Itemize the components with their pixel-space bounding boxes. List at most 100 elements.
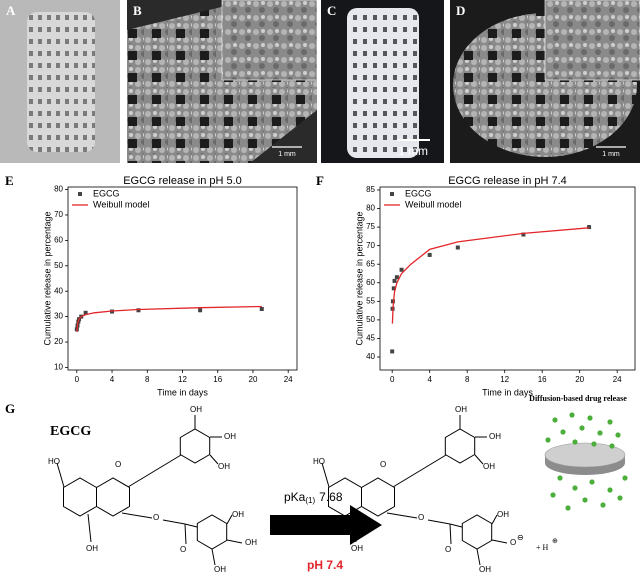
condition: pH 7.4 (307, 558, 343, 572)
x-tick-label: 8 (145, 375, 150, 384)
charge: ⊖ (517, 533, 524, 542)
chart: EGCG release in pH 5.0 Time in days Cumula… (42, 175, 298, 397)
x-tick-label: 0 (75, 375, 80, 384)
data-point (394, 275, 399, 280)
data-point (455, 245, 460, 250)
molecule-title: EGCG (50, 424, 91, 439)
atom-label: OH (232, 510, 244, 519)
ring (63, 477, 97, 517)
particle (572, 439, 578, 445)
bond (56, 462, 65, 488)
bond (211, 548, 216, 566)
ring (444, 428, 476, 464)
plot-frame (67, 186, 298, 371)
chart: EGCG release in pH 7.4 Time in days Cumula… (354, 175, 636, 397)
atom-label: OH (497, 510, 509, 519)
y-tick-label: 60 (366, 278, 375, 287)
atom-label: O (180, 545, 186, 554)
bond (491, 539, 508, 544)
particle (565, 505, 571, 511)
particle (597, 430, 603, 436)
atom-label: O (445, 545, 451, 554)
legend-label: EGCG (405, 188, 432, 198)
y-tick-label: 55 (366, 296, 375, 305)
x-tick-label: 20 (575, 375, 584, 384)
bond (392, 454, 447, 488)
bond (127, 454, 182, 488)
y-tick-label: 30 (54, 312, 63, 321)
bond (491, 514, 498, 525)
bond (449, 523, 463, 528)
particle (615, 432, 621, 438)
data-point (399, 267, 404, 272)
bond (184, 523, 187, 545)
photo-c: C 1 mm (321, 0, 444, 163)
bond (226, 539, 243, 544)
x-tick-label: 24 (284, 375, 293, 384)
data-point (521, 232, 526, 237)
y-axis-label: Cumulative release in percentage (42, 211, 52, 345)
y-tick-label: 40 (366, 352, 375, 361)
y-tick-label: 60 (54, 235, 63, 244)
pka-label: pKa(1) 7.68 (284, 490, 343, 505)
reaction-arrow (270, 505, 382, 545)
panel-label: F (316, 173, 324, 188)
atom-label: OH (483, 462, 495, 471)
bond (386, 512, 418, 519)
x-axis-label: Time in days (157, 387, 208, 397)
bond (87, 513, 92, 543)
particle (607, 487, 613, 493)
panel-label: D (456, 3, 465, 18)
right-atoms: OH OH OH HO O OH O O OH O ⊖ OH (313, 405, 524, 574)
scale-label: 1 mm (398, 144, 428, 158)
data-point (136, 308, 141, 313)
atom-label: OH (455, 405, 467, 414)
y-tick-label: 45 (366, 334, 375, 343)
x-tick-label: 4 (427, 375, 432, 384)
y-tick-label: 80 (366, 204, 375, 213)
ring (196, 514, 228, 550)
pka-value: 7.68 (319, 490, 343, 504)
panel-label: G (5, 401, 15, 416)
fit-line (76, 305, 262, 332)
bond (427, 519, 451, 525)
pka: pKa (284, 490, 306, 504)
x-tick-label: 4 (110, 375, 115, 384)
y-tick-label: 80 (54, 185, 63, 194)
legend-swatch (390, 192, 394, 196)
ring (179, 428, 211, 464)
particle (560, 429, 566, 435)
particle (579, 425, 585, 431)
scale-label: 1 mm (602, 151, 620, 158)
atom-label: OH (351, 544, 363, 553)
atom-label: O (380, 460, 386, 469)
particle (550, 492, 556, 498)
chart-title: EGCG release in pH 5.0 (123, 175, 242, 187)
data-point (390, 349, 395, 354)
bond (184, 523, 198, 528)
photo-a: A (0, 0, 120, 163)
y-tick-label: 20 (54, 337, 63, 346)
charts: EGCG release in pH 5.0 Time in days Cumula… (42, 175, 636, 397)
legend-label: Weibull model (405, 199, 461, 209)
particle (609, 443, 615, 449)
x-tick-label: 8 (465, 375, 470, 384)
bond (162, 519, 186, 525)
panel-label: C (327, 3, 336, 18)
y-tick-label: 70 (54, 210, 63, 219)
ring (461, 514, 493, 550)
panel-label: B (133, 3, 142, 18)
bond (476, 548, 481, 566)
y-tick-label: 75 (366, 222, 375, 231)
photo-b: B 1 mm (127, 0, 318, 163)
molecule-egcg-anion (321, 415, 508, 566)
x-tick-label: 0 (390, 375, 395, 384)
particle (617, 495, 623, 501)
x-tick-label: 16 (213, 375, 222, 384)
data-point (587, 225, 592, 230)
y-tick-label: 85 (366, 185, 375, 194)
atom-label: O (510, 538, 516, 547)
data-point (392, 278, 397, 283)
atom-label: OH (214, 565, 226, 574)
diffusion-title: Diffusion-based drug release (529, 394, 627, 403)
